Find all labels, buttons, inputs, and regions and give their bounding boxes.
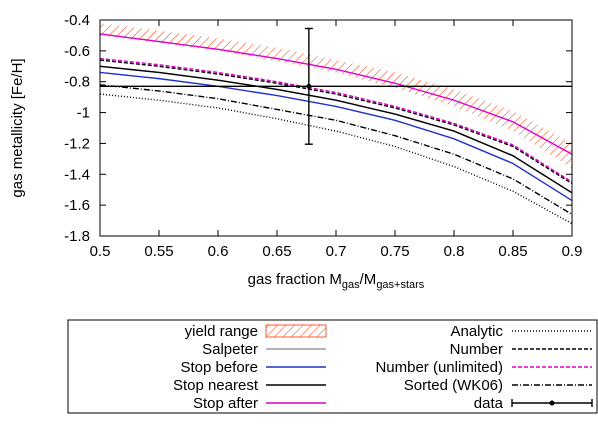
legend-swatch (549, 400, 555, 406)
y-tick-label: -1.8 (64, 228, 90, 245)
x-tick-label: 0.9 (562, 243, 583, 260)
legend-label: Number (unlimited) (375, 359, 503, 376)
legend-label: Number (450, 341, 503, 358)
y-tick-label: -0.6 (64, 43, 90, 60)
band (100, 23, 572, 169)
x-tick-label: 0.5 (90, 243, 111, 260)
line (100, 57, 572, 183)
legend-label: Stop before (180, 359, 258, 376)
legend-label: Analytic (450, 323, 503, 340)
x-tick-label: 0.75 (380, 243, 409, 260)
data-point (306, 83, 312, 89)
legend-box (67, 319, 598, 414)
legend-label: Stop nearest (173, 377, 259, 394)
line (100, 33, 572, 155)
x-tick-label: 0.8 (444, 243, 465, 260)
legend-label: Salpeter (202, 341, 258, 358)
y-axis-label: gas metallicity [Fe/H] (9, 58, 26, 197)
y-tick-label: -1.4 (64, 166, 90, 183)
legend-label: yield range (185, 323, 258, 340)
x-tick-label: 0.85 (498, 243, 527, 260)
x-tick-label: 0.55 (144, 243, 173, 260)
line (100, 59, 572, 185)
legend-label: Stop after (193, 395, 258, 412)
line (100, 71, 572, 202)
plot-frame (99, 19, 573, 237)
y-tick-label: -1.2 (64, 135, 90, 152)
x-tick-label: 0.65 (262, 243, 291, 260)
y-tick-label: -1 (77, 105, 90, 122)
y-tick-label: -0.4 (64, 12, 90, 29)
line (100, 65, 572, 194)
line (100, 84, 572, 215)
plot-area (100, 23, 572, 225)
x-tick-label: 0.7 (326, 243, 347, 260)
y-tick-label: -0.8 (64, 74, 90, 91)
line (100, 93, 572, 225)
legend-label: Sorted (WK06) (404, 377, 503, 394)
legend-label: data (474, 395, 504, 412)
x-axis-label: gas fraction Mgas/Mgas+stars (248, 271, 425, 291)
x-tick-label: 0.6 (208, 243, 229, 260)
y-tick-label: -1.6 (64, 197, 90, 214)
legend-swatch (265, 324, 327, 338)
